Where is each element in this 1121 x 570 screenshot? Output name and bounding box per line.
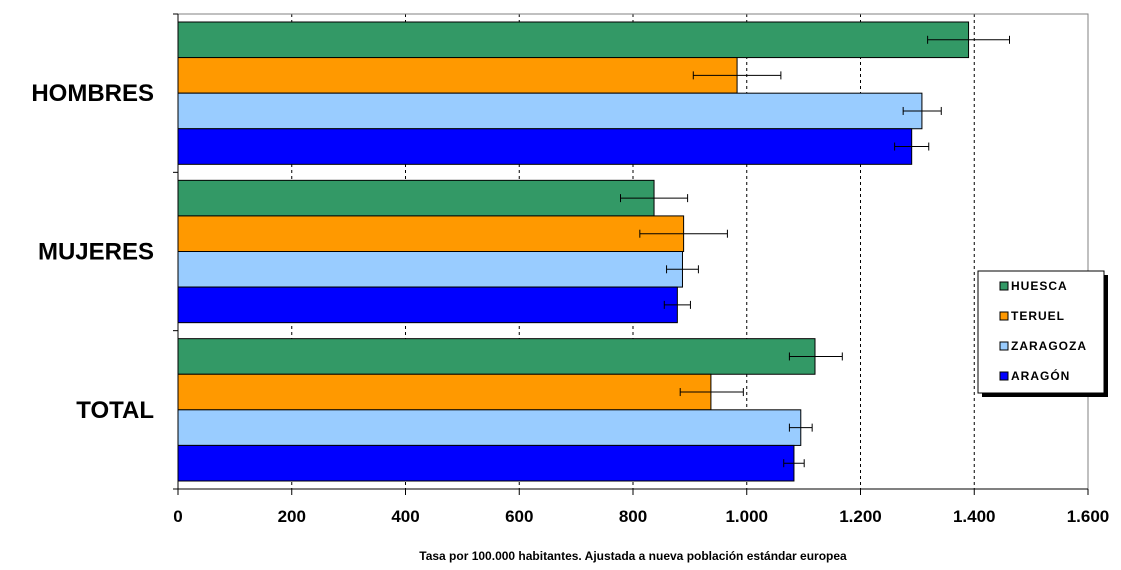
category-label: MUJERES xyxy=(38,239,154,266)
legend-swatch xyxy=(999,341,1009,351)
bar xyxy=(177,179,655,217)
x-tick-label: 1.600 xyxy=(1067,507,1110,526)
bar xyxy=(177,286,678,324)
bar xyxy=(177,444,795,482)
category-label: TOTAL xyxy=(76,397,154,424)
x-tick-label: 1.400 xyxy=(953,507,996,526)
x-tick-label: 1.200 xyxy=(839,507,882,526)
bar xyxy=(177,373,712,411)
legend-box xyxy=(977,270,1105,394)
legend: HUESCA TERUEL ZARAGOZA ARAGÓN xyxy=(977,270,1108,397)
x-tick-label: 800 xyxy=(619,507,647,526)
bar xyxy=(177,251,683,288)
x-tick-labels: 0 200 400 600 800 1.000 1.200 1.400 1.600 xyxy=(173,507,1109,526)
bar xyxy=(177,92,923,130)
bar xyxy=(177,21,970,59)
legend-swatch xyxy=(999,311,1009,321)
legend-label: ZARAGOZA xyxy=(1011,339,1087,353)
bar xyxy=(177,215,685,253)
legend-label: HUESCA xyxy=(1011,279,1068,293)
bar xyxy=(177,57,738,94)
bar xyxy=(177,409,802,446)
x-tick-label: 1.000 xyxy=(725,507,768,526)
x-tick-label: 200 xyxy=(278,507,306,526)
x-tick-label: 400 xyxy=(391,507,419,526)
legend-label: TERUEL xyxy=(1011,309,1065,323)
category-label: HOMBRES xyxy=(31,80,154,107)
legend-swatch xyxy=(999,281,1009,291)
axes xyxy=(173,13,1089,495)
x-tick-label: 0 xyxy=(173,507,182,526)
bars xyxy=(177,21,970,482)
legend-label: ARAGÓN xyxy=(1011,368,1070,383)
bar xyxy=(177,128,913,165)
error-bars xyxy=(619,35,1011,468)
x-tick-label: 600 xyxy=(505,507,533,526)
x-axis-label: Tasa por 100.000 habitantes. Ajustada a … xyxy=(419,549,847,563)
bar xyxy=(177,338,816,375)
legend-swatch xyxy=(999,371,1009,381)
category-labels: HOMBRES MUJERES TOTAL xyxy=(31,80,154,424)
